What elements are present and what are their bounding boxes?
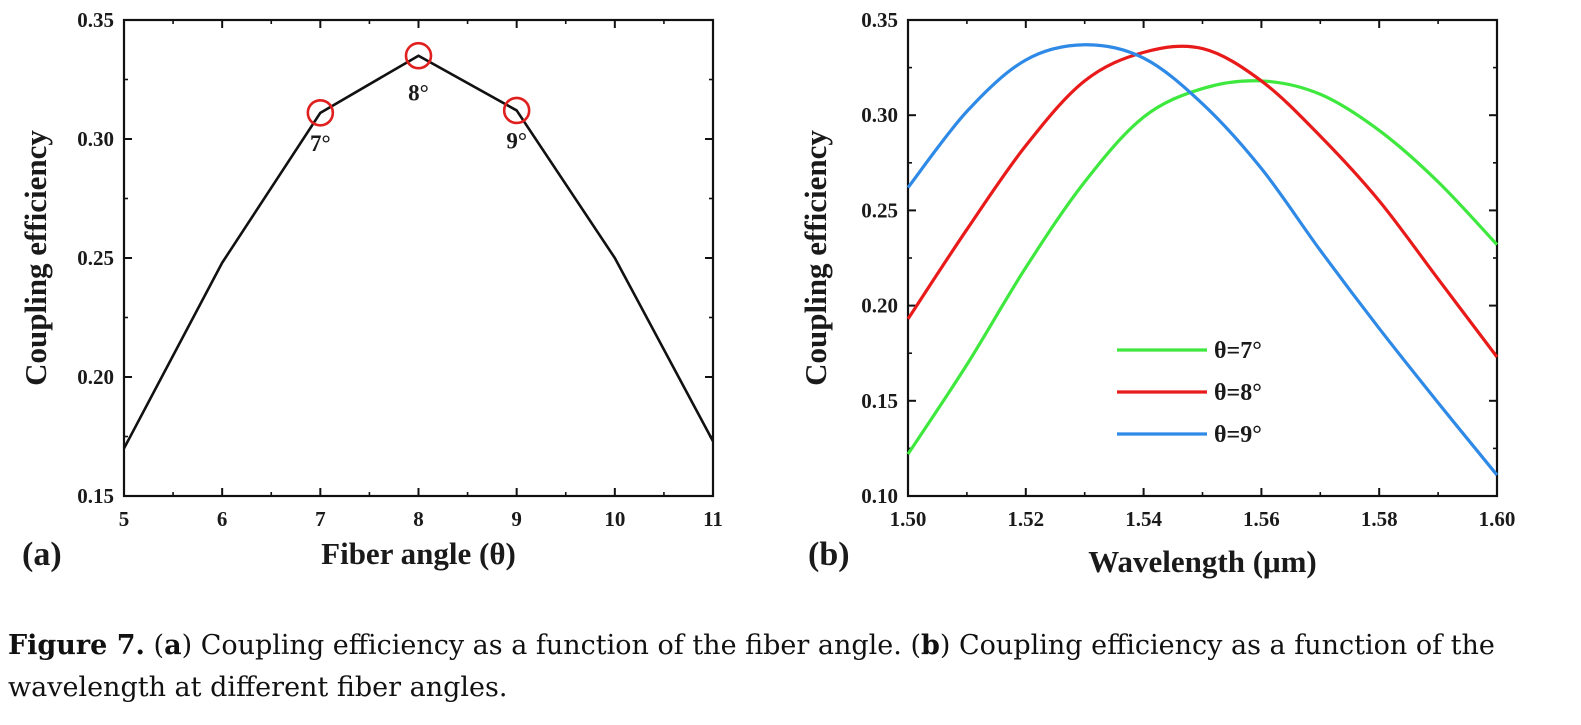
series-line-7deg [906,79,1499,455]
x-tick-label: 1.56 [1243,507,1280,531]
series-line-8deg [906,44,1499,358]
x-axis-label-b: Wavelength (μm) [1088,544,1317,579]
legend-b: θ=7° θ=8° θ=9° [1117,338,1262,448]
angle-annotation-7deg: 7° [310,131,331,156]
y-tick-label: 0.15 [861,389,898,413]
y-tick-label: 0.30 [861,103,898,127]
x-tick-label: 7 [315,507,326,531]
x-tick-label: 1.58 [1361,507,1398,531]
x-tick-label: 11 [703,507,723,531]
panel-label-a: (a) [22,536,62,573]
legend-label: θ=9° [1214,422,1262,448]
x-tick-label: 8 [413,507,424,531]
x-tick-label: 10 [604,507,625,531]
legend-label: θ=8° [1214,380,1262,406]
x-tick-label: 1.52 [1007,507,1044,531]
y-axis-label-a: Coupling efficiency [18,130,53,386]
x-tick-label: 1.54 [1125,507,1162,531]
y-tick-label: 0.25 [77,246,114,270]
legend-label: θ=7° [1214,338,1262,364]
x-tick-label: 5 [119,507,130,531]
highlight-circle-9deg [502,96,531,125]
y-tick-label: 0.20 [77,365,114,389]
plot-area-a: 7° 8° 9° [122,41,715,450]
y-tick-label: 0.35 [861,8,898,32]
axes-frame-b [906,18,1499,498]
highlight-circle-7deg [306,99,335,127]
y-tick-label: 0.20 [861,294,898,318]
y-tick-label: 0.15 [77,484,114,508]
panel-b: 1.50 1.52 1.54 1.56 1.58 1.60 0.10 0.15 0.20 0.25… [798,8,1515,579]
series-line-0 [122,54,715,450]
y-tick-label: 0.10 [861,484,898,508]
x-tick-label: 1.60 [1479,507,1516,531]
y-tick-label: 0.25 [861,198,898,222]
angle-annotation-8deg: 8° [408,81,429,106]
highlight-circle-8deg [404,41,433,70]
caption-part-a-text: Coupling efficiency as a function of the… [192,630,911,661]
caption-part-b-letter: b [921,630,940,661]
plot-area-b [906,43,1499,477]
caption-label: Figure 7. [8,630,145,661]
y-axis-label-b: Coupling efficiency [798,130,833,386]
panel-label-b: (b) [808,536,850,573]
y-tick-label: 0.30 [77,127,114,151]
ticks-a: 5 6 7 8 9 10 11 0.15 0.20 0.25 0.30 0.35 [77,8,723,531]
caption-part-b-text: Coupling efficiency as a function of the… [8,630,1495,703]
x-tick-label: 6 [217,507,228,531]
figure-canvas: 5 6 7 8 9 10 11 0.15 0.20 0.25 0.30 0.35 7° 8° 9° Cou… [18,8,1515,579]
x-tick-label: 9 [511,507,522,531]
x-axis-label-a: Fiber angle (θ) [321,536,516,571]
panel-a: 5 6 7 8 9 10 11 0.15 0.20 0.25 0.30 0.35 7° 8° 9° Cou… [18,8,723,573]
ticks-b: 1.50 1.52 1.54 1.56 1.58 1.60 0.10 0.15 0.20 0.25… [861,8,1515,531]
series-line-9deg [906,43,1499,477]
caption-part-a-letter: a [164,630,182,661]
y-tick-label: 0.35 [77,8,114,32]
x-tick-label: 1.50 [890,507,927,531]
figure-caption: Figure 7. (a) Coupling efficiency as a f… [8,630,1495,703]
angle-annotation-9deg: 9° [506,128,527,153]
